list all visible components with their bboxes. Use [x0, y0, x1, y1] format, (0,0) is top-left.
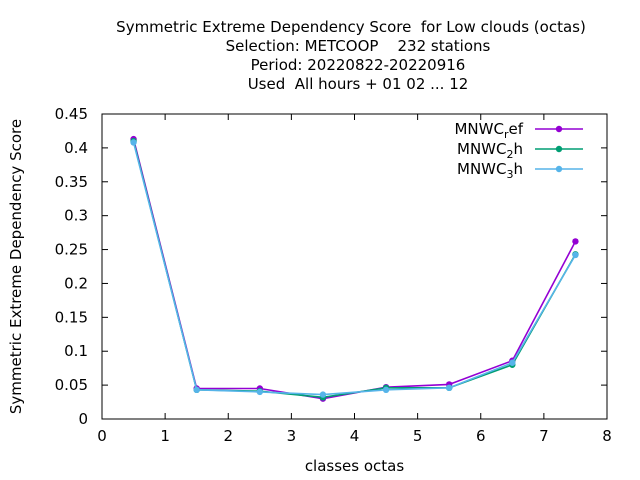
data-point	[382, 386, 390, 394]
y-tick-label: 0.35	[55, 173, 88, 191]
data-point	[509, 359, 516, 366]
title-line-3: Period: 20220822-20220916	[250, 56, 466, 74]
legend-label-2: MNWC2h	[457, 140, 523, 161]
series-layer	[130, 135, 579, 402]
y-tick-label: 0.4	[64, 139, 88, 157]
legend-swatch-point	[555, 125, 563, 133]
x-tick-label: 5	[413, 427, 423, 445]
legend-swatch-point	[555, 165, 563, 173]
y-tick-label: 0.05	[55, 376, 88, 394]
x-tick-label: 4	[350, 427, 360, 445]
x-tick-label: 3	[287, 427, 297, 445]
y-tick-label: 0.25	[55, 241, 88, 259]
y-axis: 0 0.05 0.1 0.15 0.2 0.25 0.3 0.35 0.4 0.45	[55, 105, 607, 428]
legend-label-3: MNWC3h	[457, 160, 523, 181]
title-line-4: Used All hours + 01 02 ... 12	[247, 75, 469, 93]
x-axis-label: classes octas	[305, 457, 405, 475]
x-tick-label: 1	[160, 427, 170, 445]
data-point	[445, 384, 453, 392]
y-tick-label: 0.45	[55, 105, 88, 123]
y-tick-label: 0.2	[64, 274, 88, 292]
x-tick-label: 7	[539, 427, 549, 445]
y-tick-label: 0.1	[64, 342, 88, 360]
x-tick-label: 8	[602, 427, 612, 445]
data-point	[572, 251, 579, 259]
chart-title: Symmetric Extreme Dependency Score for L…	[0, 18, 640, 94]
legend-label-1: MNWCref	[454, 120, 523, 141]
y-tick-label: 0.3	[64, 207, 88, 225]
data-point	[130, 139, 137, 146]
y-tick-label: 0.15	[55, 308, 88, 326]
x-tick-label: 6	[476, 427, 486, 445]
title-line-2: Selection: METCOOP 232 stations	[225, 37, 491, 55]
data-point	[193, 386, 200, 394]
y-tick-label: 0	[78, 410, 88, 428]
data-point	[256, 388, 264, 396]
title-line-1: Symmetric Extreme Dependency Score for L…	[116, 18, 586, 36]
data-point	[319, 391, 327, 398]
x-axis: 0 1 2 3 4 5 6 7 8	[97, 114, 612, 445]
legend-swatch-point	[555, 145, 563, 153]
x-tick-label: 0	[97, 427, 107, 445]
series-line-3	[132, 142, 577, 396]
data-point	[572, 238, 579, 245]
y-axis-label: Symmetric Extreme Dependency Score	[7, 119, 25, 414]
plot-frame	[101, 113, 608, 420]
x-tick-label: 2	[223, 427, 233, 445]
